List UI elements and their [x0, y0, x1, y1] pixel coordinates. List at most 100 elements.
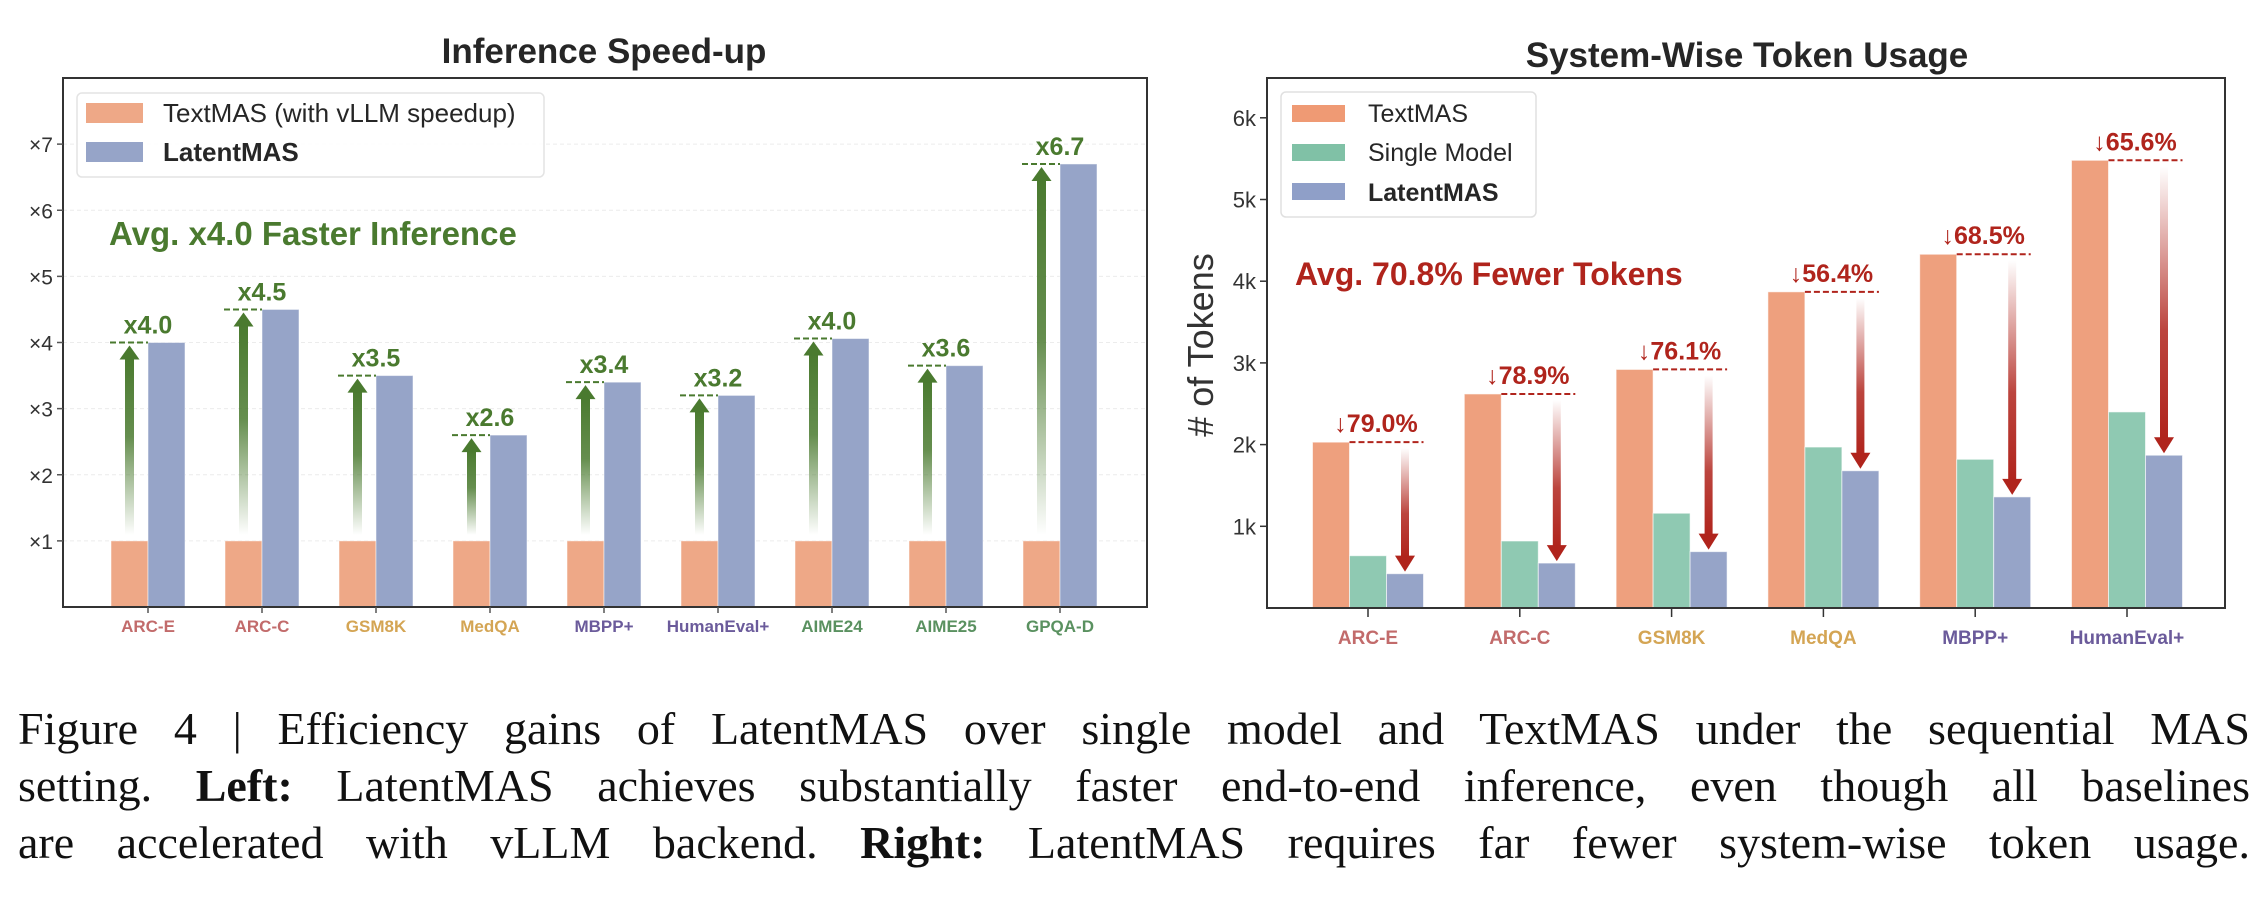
data-label: x3.2: [694, 364, 743, 392]
legend-swatch-textmas: [1292, 105, 1345, 122]
average-annotation: Avg. 70.8% Fewer Tokens: [1295, 256, 1683, 292]
reduction-arrow-shaft: [2008, 260, 2017, 481]
reduction-arrow-shaft: [2160, 166, 2168, 440]
bar-textmas: [1767, 291, 1806, 609]
reduction-arrow-head: [1546, 545, 1567, 562]
data-label: x3.6: [922, 335, 971, 363]
y-tick-label: ×2: [29, 465, 53, 488]
bar-latentmas: [1386, 573, 1424, 609]
reduction-arrow-shaft: [1856, 297, 1865, 455]
bar-textmas: [908, 540, 947, 608]
speedup-arrow-shaft: [695, 409, 704, 535]
bar-textmas: [794, 540, 833, 608]
caption-text: are accelerated with vLLM backend.: [18, 817, 861, 868]
bar-latentmas: [147, 342, 186, 608]
speedup-arrow-shaft: [353, 389, 362, 535]
y-tick-label: ×3: [29, 399, 53, 422]
reduction-arrow-head: [2002, 478, 2023, 495]
speedup-arrow-shaft: [581, 396, 590, 535]
y-axis-ticks: ×1 ×2 ×3 ×4 ×5 ×6 ×7: [29, 134, 63, 554]
legend-swatch-textmas: [86, 103, 143, 123]
y-axis-label: # of Tokens: [1180, 253, 1221, 436]
bar-textmas: [452, 540, 491, 608]
caption-text: Figure 4 | Efficiency gains of LatentMAS…: [18, 703, 2250, 754]
speedup-arrow-shaft: [239, 323, 248, 535]
bar-single-model: [1500, 540, 1539, 609]
speedup-arrow-shaft: [467, 449, 476, 535]
speedup-arrow-head: [689, 398, 710, 413]
speedup-arrow-head: [119, 345, 140, 360]
speedup-arrow-shaft: [923, 379, 932, 535]
bar-latentmas: [1841, 470, 1880, 609]
data-label: x4.0: [808, 308, 857, 336]
speedup-arrow-head: [575, 385, 596, 400]
speedup-arrow-head: [347, 378, 368, 393]
data-label: x3.5: [352, 345, 401, 373]
y-tick-label: ×4: [29, 333, 53, 356]
data-label: x6.7: [1036, 133, 1085, 161]
speedup-arrows: x4.0 x4.5 x3.5 x2.6 x3.4 x3.2 x4.0 x3.6 x6.7: [110, 133, 1084, 535]
x-tick-label: ARC-E: [1338, 628, 1398, 649]
bar-single-model: [1804, 446, 1843, 609]
data-label: x4.0: [124, 312, 173, 340]
data-label: ↓76.1%: [1638, 337, 1721, 365]
x-tick-label: MBPP+: [574, 617, 633, 636]
bar-textmas: [1312, 441, 1350, 609]
data-label: x2.6: [466, 404, 515, 432]
reduction-arrow-head: [2154, 437, 2174, 454]
bar-latentmas: [945, 365, 984, 608]
bar-latentmas: [717, 394, 756, 608]
data-label: ↓68.5%: [1942, 222, 2025, 250]
bar-textmas: [338, 540, 377, 608]
caption-text: LatentMAS requires far fewer system-wise…: [985, 817, 2250, 868]
speedup-arrow-head: [233, 312, 254, 327]
y-tick-label: ×1: [29, 531, 53, 554]
x-tick-label: GSM8K: [346, 617, 407, 636]
bar-single-model: [2108, 411, 2146, 609]
bar-textmas: [566, 540, 605, 608]
x-axis-ticks: ARC-E ARC-C GSM8K MedQA MBPP+ HumanEval+: [1338, 608, 2184, 649]
bar-latentmas: [2145, 454, 2183, 609]
bar-latentmas: [603, 381, 642, 608]
x-tick-label: HumanEval+: [2070, 628, 2185, 649]
reduction-arrow-head: [1698, 533, 1719, 550]
y-tick-label: 2k: [1233, 433, 1257, 458]
bar-latentmas: [1537, 562, 1576, 609]
legend: TextMAS (with vLLM speedup) LatentMAS: [76, 92, 545, 178]
speedup-arrow-head: [461, 438, 482, 453]
data-label: ↓78.9%: [1486, 362, 1569, 390]
legend-swatch-latentmas: [1292, 183, 1345, 200]
bar-latentmas: [1993, 496, 2032, 609]
plot-frame: [1266, 77, 2226, 609]
reduction-arrow-shaft: [1704, 375, 1713, 536]
legend-label-textmas: TextMAS: [1368, 100, 1468, 128]
y-tick-label: 4k: [1233, 269, 1257, 294]
caption-text: LatentMAS achieves substantially faster …: [292, 760, 2250, 811]
bar-single-model: [1956, 458, 1995, 609]
chart-title: System-Wise Token Usage: [1526, 36, 1969, 75]
bar-textmas: [2071, 159, 2109, 609]
bar-textmas: [224, 540, 263, 608]
data-label: ↓56.4%: [1790, 260, 1873, 288]
bar-textmas: [680, 540, 719, 608]
legend-label-textmas: TextMAS (with vLLM speedup): [163, 98, 516, 128]
inference-speedup-chart: Inference Speed-up x4.0x4.5x3.5x2.6x3.4 x…: [29, 32, 1148, 636]
bar-latentmas: [831, 338, 870, 608]
y-tick-label: ×7: [29, 134, 53, 157]
data-label: x4.5: [238, 278, 287, 306]
y-tick-label: ×6: [29, 200, 53, 223]
bar-single-model: [1349, 555, 1387, 609]
x-tick-label: HumanEval+: [667, 617, 770, 636]
legend-label-latentmas: LatentMAS: [1368, 179, 1499, 207]
bar-textmas: [110, 540, 149, 608]
y-tick-label: 6k: [1233, 106, 1257, 131]
y-tick-label: 5k: [1233, 188, 1257, 213]
speedup-arrow-head: [917, 368, 938, 383]
legend-label-latentmas: LatentMAS: [163, 137, 299, 167]
bar-textmas: [1919, 253, 1958, 609]
bars: [1312, 159, 2183, 609]
x-tick-label: GPQA-D: [1026, 617, 1094, 636]
speedup-arrow-shaft: [125, 356, 134, 535]
caption-line-1: Figure 4 | Efficiency gains of LatentMAS…: [18, 700, 2250, 757]
